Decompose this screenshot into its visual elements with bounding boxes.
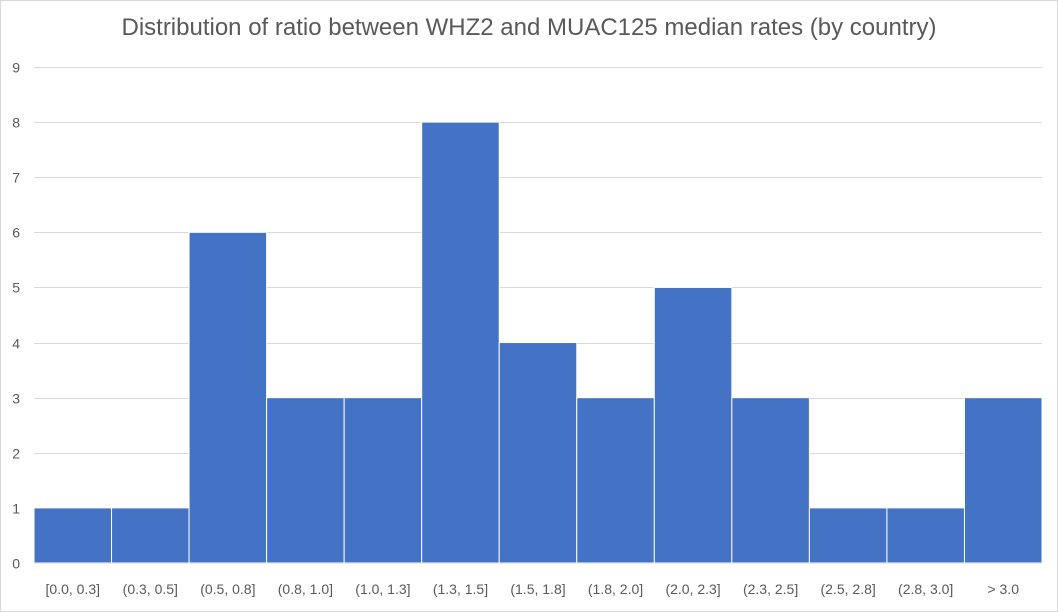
x-tick-label: (2.0, 2.3] xyxy=(665,581,720,597)
y-tick-label: 8 xyxy=(12,115,20,131)
x-tick-label: (2.8, 3.0] xyxy=(898,581,953,597)
x-tick-label: (0.3, 0.5] xyxy=(123,581,178,597)
y-tick-label: 4 xyxy=(12,336,20,352)
histogram-bar xyxy=(808,507,888,564)
histogram-bar xyxy=(33,507,113,564)
histogram-bar xyxy=(963,397,1043,564)
histogram-bar xyxy=(576,397,655,564)
histogram-bar xyxy=(731,397,810,564)
histogram-bar xyxy=(498,342,578,564)
x-tick-label: (0.8, 1.0] xyxy=(278,581,333,597)
histogram-bar xyxy=(886,507,965,564)
histogram-bar xyxy=(343,397,423,564)
histogram-bar xyxy=(421,121,500,564)
x-tick-label: (1.0, 1.3] xyxy=(355,581,410,597)
histogram-bar xyxy=(266,397,345,564)
x-tick-label: (2.5, 2.8] xyxy=(821,581,876,597)
y-tick-label: 3 xyxy=(12,391,20,407)
x-tick-label: (1.3, 1.5] xyxy=(433,581,488,597)
x-tick-label: (1.8, 2.0] xyxy=(588,581,643,597)
y-tick-label: 0 xyxy=(12,556,20,572)
histogram-bar xyxy=(111,507,190,564)
x-tick-label: > 3.0 xyxy=(987,581,1019,597)
x-tick-label: [0.0, 0.3] xyxy=(46,581,100,597)
histogram-bar xyxy=(188,231,268,564)
y-tick-label: 5 xyxy=(12,280,20,296)
y-tick-label: 6 xyxy=(12,225,20,241)
y-tick-label: 2 xyxy=(12,446,20,462)
y-tick-label: 1 xyxy=(12,501,20,517)
histogram-bar xyxy=(653,286,733,564)
x-tick-label: (1.5, 1.8] xyxy=(510,581,565,597)
y-tick-label: 9 xyxy=(12,60,20,76)
y-tick-label: 7 xyxy=(12,170,20,186)
chart-title: Distribution of ratio between WHZ2 and M… xyxy=(121,14,937,41)
x-tick-label: (2.3, 2.5] xyxy=(743,581,798,597)
x-tick-label: (0.5, 0.8] xyxy=(200,581,255,597)
